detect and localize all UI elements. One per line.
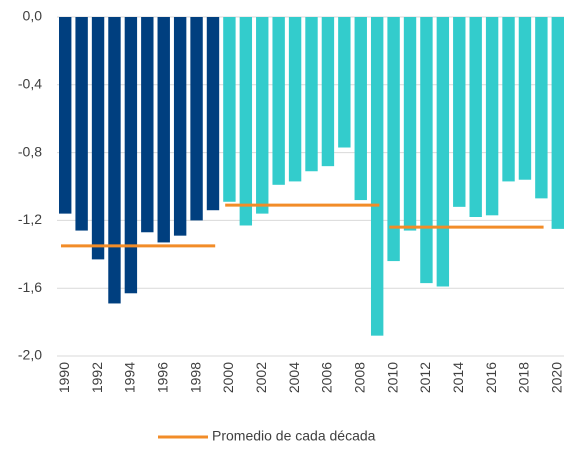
y-tick-label: -0,8 [18,143,42,159]
y-tick-label: -1,2 [18,211,42,227]
bar [387,17,400,262]
x-tick-label: 1994 [122,362,138,393]
bar [354,17,367,201]
bar [239,17,253,226]
y-tick-label: -2,0 [18,347,42,363]
bar [469,17,482,218]
bar [124,17,138,294]
bar [305,17,318,172]
y-tick-label: -1,6 [18,279,42,295]
bar [338,17,351,148]
x-tick-label: 2006 [319,362,335,393]
x-tick-label: 2002 [253,362,269,393]
x-tick-label: 2008 [351,362,367,393]
bar [370,17,384,336]
bar [518,17,532,180]
x-tick-label: 2000 [220,362,236,393]
x-tick-label: 2004 [286,362,302,393]
x-tick-label: 1990 [56,362,72,393]
x-tick-label: 1992 [89,362,105,393]
x-tick-label: 2010 [384,362,400,393]
bar [157,17,170,243]
x-tick-label: 2012 [417,362,433,393]
legend-label: Promedio de cada década [212,428,376,444]
bar [91,17,105,260]
bar [108,17,121,304]
bar [420,17,433,284]
bar [256,17,269,214]
x-tick-label: 2014 [450,362,466,393]
y-tick-label: 0,0 [23,8,43,24]
bar [485,17,499,216]
x-tick-label: 1998 [187,362,203,393]
bar [190,17,203,221]
x-tick-label: 2018 [516,362,532,393]
bar [141,17,154,233]
bar [59,17,72,214]
bar [403,17,417,231]
bar [551,17,564,229]
bar [75,17,88,231]
bar [206,17,220,211]
bar [223,17,236,202]
bar [173,17,187,236]
bar [288,17,302,182]
y-tick-label: -0,4 [18,76,42,92]
x-tick-label: 1996 [154,362,170,393]
bar [502,17,515,182]
bar [272,17,285,185]
bar [453,17,466,207]
bar [535,17,548,199]
x-tick-label: 2016 [483,362,499,393]
bar [321,17,335,167]
bar [436,17,450,287]
x-tick-label: 2020 [548,362,564,393]
